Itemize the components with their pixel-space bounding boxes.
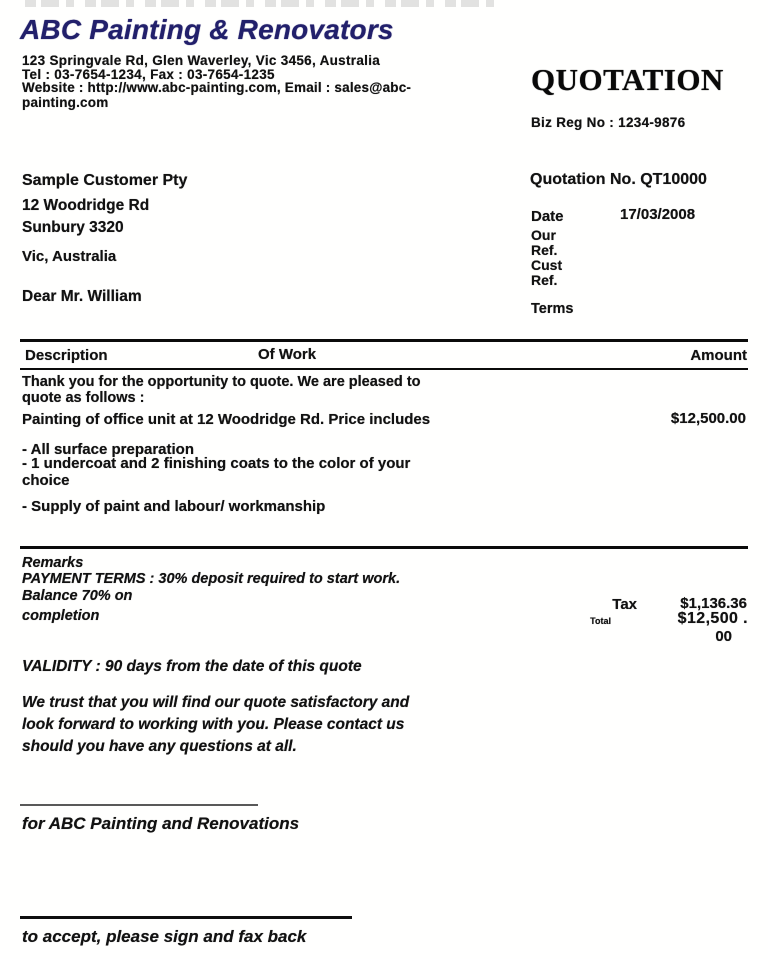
tax-value: $1,136.36 — [680, 595, 747, 612]
customer-name: Sample Customer Pty — [22, 172, 188, 189]
company-name: ABC Painting & Renovators — [20, 14, 394, 45]
validity-statement: VALIDITY : 90 days from the date of this… — [22, 658, 362, 675]
company-tel-fax: Tel : 03-7654-1234, Fax : 03-7654-1235 — [22, 67, 275, 82]
quotation-number: Quotation No. QT10000 — [530, 171, 707, 188]
salutation: Dear Mr. William — [22, 288, 142, 305]
company-address: 123 Springvale Rd, Glen Waverley, Vic 34… — [22, 53, 381, 68]
date-value: 17/03/2008 — [620, 206, 696, 223]
cust-ref-label: Cust Ref. — [531, 257, 563, 288]
table-top-rule — [20, 339, 748, 342]
scope-bullet: - Supply of paint and labour/ workmanshi… — [22, 498, 326, 515]
signature-company-label: for ABC Painting and Renovations — [22, 814, 300, 833]
date-label: Date — [531, 208, 564, 225]
remarks-title: Remarks — [22, 555, 84, 571]
remarks-top-rule — [20, 546, 748, 549]
scope-bullet: - All surface preparation — [22, 441, 194, 458]
scope-bullet: - 1 undercoat and 2 finishing coats to t… — [22, 455, 411, 489]
signature-acceptance-label: to accept, please sign and fax back — [22, 927, 307, 946]
closing-paragraph: We trust that you will find our quote sa… — [22, 694, 410, 755]
quote-intro-text: Thank you for the opportunity to quote. … — [22, 374, 421, 406]
column-header-of-work: Of Work — [258, 346, 317, 363]
company-website-email: Website : http://www.abc-painting.com, E… — [22, 80, 412, 110]
customer-address-line3: Vic, Australia — [22, 248, 117, 265]
remarks-line: completion — [22, 608, 100, 624]
total-cents: 00 — [715, 628, 732, 645]
document-title: QUOTATION — [531, 62, 724, 97]
signature-line-acceptance — [20, 916, 352, 919]
our-ref-label: Our Ref. — [531, 227, 558, 258]
customer-address-line2: Sunbury 3320 — [22, 219, 124, 236]
table-header-rule — [20, 368, 748, 370]
column-header-description: Description — [25, 347, 108, 364]
terms-label: Terms — [531, 301, 574, 317]
total-value: $12,500 . — [677, 610, 748, 627]
signature-line-company — [20, 804, 258, 806]
total-label: Total — [590, 616, 611, 626]
column-header-amount: Amount — [690, 347, 747, 364]
tax-label: Tax — [612, 596, 637, 613]
remarks-line: PAYMENT TERMS : 30% deposit required to … — [22, 571, 401, 587]
biz-reg-number: Biz Reg No : 1234-9876 — [531, 115, 686, 130]
remarks-line: Balance 70% on — [22, 588, 133, 604]
clipped-scan-artifact — [25, 0, 495, 7]
line-item-amount: $12,500.00 — [670, 410, 746, 427]
customer-address-line1: 12 Woodridge Rd — [22, 197, 150, 214]
line-item-description: Painting of office unit at 12 Woodridge … — [22, 411, 431, 428]
